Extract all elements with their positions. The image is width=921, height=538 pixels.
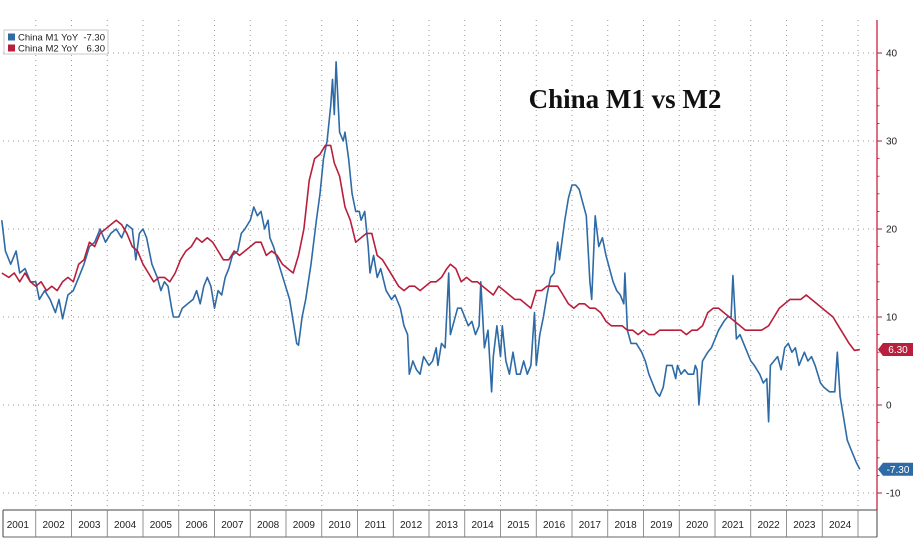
x-tick-label: 2001	[7, 520, 30, 531]
y-tick-label: 0	[886, 401, 892, 412]
x-tick-label: 2012	[400, 520, 423, 531]
x-tick-label: 2022	[758, 520, 781, 531]
x-tick-label: 2024	[829, 520, 852, 531]
x-tick-label: 2009	[293, 520, 316, 531]
x-tick-label: 2004	[114, 520, 137, 531]
x-tick-label: 2013	[436, 520, 459, 531]
legend-label-m1: China M1 YoY	[18, 33, 79, 44]
legend-value-m1: -7.30	[83, 33, 105, 44]
last-value-label-m2: 6.30	[888, 345, 908, 356]
x-tick-label: 2011	[365, 520, 387, 531]
x-tick-label: 2003	[78, 520, 101, 531]
grid	[3, 20, 877, 510]
y-tick-label: -10	[886, 489, 901, 500]
series-line-m2	[1, 144, 860, 352]
legend-swatch-m2	[8, 44, 15, 52]
x-tick-label: 2008	[257, 520, 280, 531]
last-value-label-m1: -7.30	[887, 465, 910, 476]
last-value-badges: -7.30 6.30	[878, 343, 913, 476]
legend-label-m2: China M2 YoY	[18, 44, 79, 55]
x-tick-label: 2020	[686, 520, 709, 531]
legend-value-m2: 6.30	[87, 44, 106, 55]
y-tick-label: 20	[886, 225, 898, 236]
legend-box	[3, 29, 109, 55]
x-tick-label: 2010	[329, 520, 352, 531]
y-tick-label: 10	[886, 313, 898, 324]
series-layer	[1, 61, 861, 470]
x-tick-label: 2021	[722, 520, 745, 531]
x-tick-label: 2014	[472, 520, 495, 531]
x-tick-label: 2007	[221, 520, 244, 531]
y-tick-label: 30	[886, 137, 898, 148]
x-tick-label: 2018	[615, 520, 638, 531]
last-value-badge-m2	[878, 343, 913, 357]
legend: China M1 YoY -7.30 China M2 YoY 6.30	[3, 29, 109, 55]
x-tick-label: 2015	[507, 520, 530, 531]
chart-title: China M1 vs M2	[529, 84, 722, 114]
x-tick-label: 2016	[543, 520, 566, 531]
x-tick-label: 2006	[186, 520, 209, 531]
legend-swatch-m1	[8, 33, 15, 41]
series-line-m1	[1, 61, 861, 470]
x-tick-label: 2005	[150, 520, 173, 531]
x-tick-label: 2019	[650, 520, 673, 531]
last-value-badge-m1	[878, 462, 913, 476]
x-tick-label: 2002	[43, 520, 66, 531]
x-tick-label: 2017	[579, 520, 602, 531]
y-tick-label: 40	[886, 49, 898, 60]
x-tick-label: 2023	[793, 520, 816, 531]
